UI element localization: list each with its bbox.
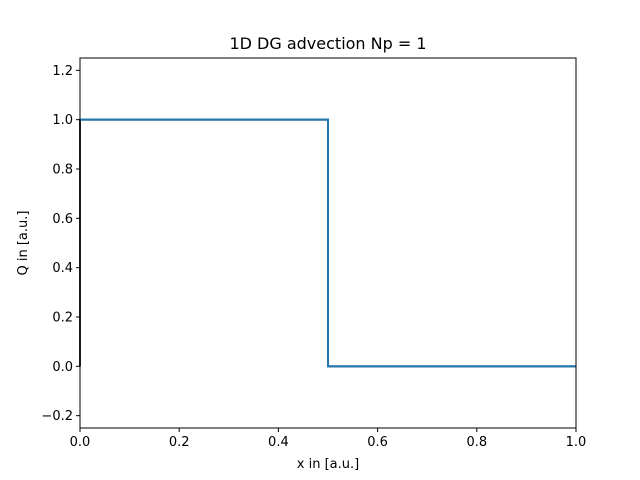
y-tick-label: 0.8 <box>52 163 73 178</box>
x-tick-label: 0.6 <box>367 435 388 450</box>
y-tick-label: 1.2 <box>52 64 73 79</box>
x-tick-label: 1.0 <box>566 435 587 450</box>
y-axis-ticks: −0.2 0.0 0.2 0.4 0.6 0.8 1.0 1.2 <box>41 64 80 424</box>
x-tick-label: 0.0 <box>70 435 91 450</box>
y-tick-label: 0.0 <box>52 360 73 375</box>
x-tick-label: 0.8 <box>466 435 487 450</box>
axes-frame <box>79 57 577 429</box>
x-tick-label: 0.2 <box>169 435 190 450</box>
x-tick-label: 0.4 <box>268 435 289 450</box>
y-tick-label: 1.0 <box>52 113 73 128</box>
y-axis-label: Q in [a.u.] <box>16 211 31 276</box>
y-tick-label: 0.2 <box>52 311 73 326</box>
y-tick-label: 0.6 <box>52 212 73 227</box>
chart-title: 1D DG advection Np = 1 <box>229 34 426 53</box>
series-line-2 <box>80 118 576 368</box>
x-axis-ticks: 0.0 0.2 0.4 0.6 0.8 1.0 <box>70 428 587 450</box>
y-tick-label: −0.2 <box>41 409 73 424</box>
y-tick-label: 0.4 <box>52 261 73 276</box>
x-axis-label: x in [a.u.] <box>297 457 359 472</box>
